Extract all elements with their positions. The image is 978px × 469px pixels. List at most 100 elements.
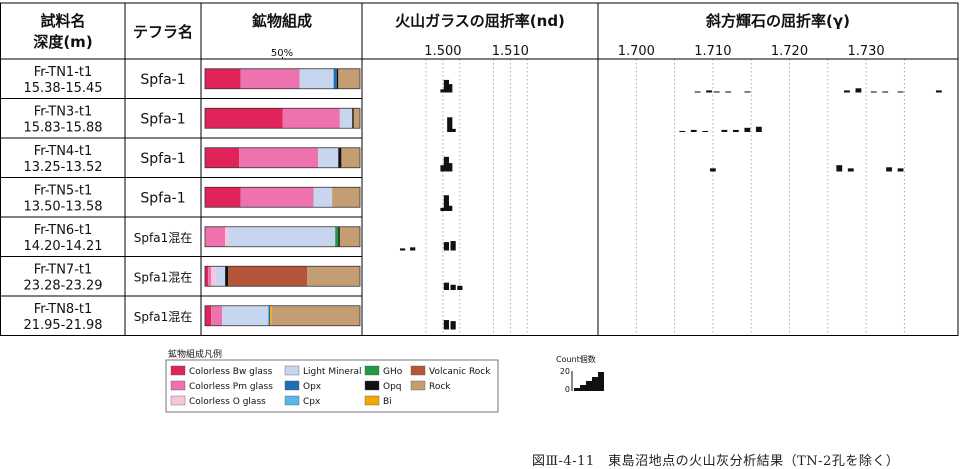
legend-label: Colorless O glass [189,397,266,407]
sample-depth: 15.38-15.45 [23,81,102,96]
header-pyroxene: 斜方輝石の屈折率(γ) [705,12,850,30]
sample-depth: 13.50-13.58 [23,199,102,214]
sample-depth: 13.25-13.52 [23,160,102,175]
count-legend-bar [574,388,580,391]
mineral-bar-outline [204,147,361,169]
pyroxene-histogram-bar [721,129,728,132]
mineral-bar-outline [204,107,361,129]
tephra-name: Spfa-1 [140,190,185,206]
legend-label: Cpx [303,397,321,407]
legend-label: GHo [383,367,403,377]
pyroxene-histogram-bar [886,167,892,172]
mineral-segment [205,108,283,129]
sample-name: Fr-TN7-t1 [34,262,93,277]
pyroxene-histogram-bar [679,130,686,132]
glass-histogram-bar [443,320,449,330]
legend-label: Rock [429,382,451,392]
figure-caption: 図Ⅲ-4-11 東島沼地点の火山灰分析結果（TN-2孔を除く） [532,454,900,469]
pyroxene-histogram-bar [855,88,862,93]
pyroxene-histogram-bar [744,127,751,132]
mineral-tick-50: 50% [271,48,293,59]
pyroxene-histogram-bar [725,91,732,93]
mineral-segment [215,266,226,287]
mineral-segment [228,226,336,247]
legend-label: Opq [383,382,402,392]
glass-histogram-bar [440,207,446,211]
mineral-bar-outline [204,265,361,287]
mineral-segment [313,187,333,208]
mineral-segment [332,187,360,208]
pyroxene-histogram-bar [935,90,942,93]
pyroxene-histogram-bar [694,91,701,93]
count-legend-bar [598,372,604,391]
mineral-bar-outline [204,226,361,248]
mineral-segment [268,305,271,326]
legend-swatch [364,395,380,406]
sample-name: Fr-TN8-t1 [34,302,93,317]
legend-label: Colorless Bw glass [189,367,273,377]
mineral-segment [318,147,339,168]
pyroxene-histogram-bar [836,165,843,172]
mineral-segment [307,266,360,287]
count-legend-bar [592,377,598,391]
sample-depth: 21.95-21.98 [23,318,102,333]
glass-histogram-bar [447,163,453,172]
pyroxene-histogram-bar [897,91,904,93]
mineral-segment [335,226,339,247]
mineral-segment [338,147,342,168]
mineral-segment [205,305,212,326]
sample-depth: 23.28-23.29 [23,278,102,293]
sample-name: Fr-TN6-t1 [34,223,93,238]
count-legend-bar [586,381,592,391]
glass-tick-label: 1.510 [492,44,529,59]
legend-label: Opx [303,382,322,392]
table-frame [0,2,959,336]
sample-depth: 15.83-15.88 [23,120,102,135]
mineral-segment [239,147,319,168]
sample-name: Fr-TN3-t1 [34,104,93,119]
glass-histogram-bar [450,321,456,330]
glass-histogram-bar [440,165,446,172]
tephra-name: Spfa-1 [140,72,185,88]
count-legend-min: 0 [565,385,570,394]
tephra-name: Spfa1混在 [134,231,192,245]
pyroxene-histogram-bar [755,126,762,132]
pyroxene-histogram-bar [706,90,712,93]
pyroxene-histogram-bar [709,168,716,172]
mineral-segment [270,305,272,326]
mineral-bar-outline [204,186,361,208]
sample-name: Fr-TN1-t1 [34,65,93,80]
count-legend-title: Count個数 [556,354,596,364]
header-glass: 火山ガラスの屈折率(nd) [395,12,565,30]
mineral-segment [240,68,300,89]
header-mineral: 鉱物組成 [252,12,312,30]
legend-swatch [410,380,426,391]
mineral-segment [282,108,340,129]
glass-histogram-bar [447,205,453,211]
glass-histogram-bar [443,156,449,172]
mineral-segment [205,226,226,247]
mineral-segment [353,108,360,129]
sample-name: Fr-TN4-t1 [34,144,93,159]
pyroxene-histogram-bar [744,91,751,93]
pyroxene-tick-label: 1.720 [771,44,808,59]
mineral-segment [299,68,334,89]
pyroxene-histogram-bar [713,91,720,93]
legend-swatch [284,380,300,391]
glass-histogram-bar [443,242,449,251]
legend-swatch [170,365,186,376]
glass-histogram-bar [447,84,453,93]
glass-histogram-bar [440,89,446,93]
pyroxene-histogram-bar [732,129,739,132]
glass-histogram-bar [399,248,406,251]
sample-name: Fr-TN5-t1 [34,183,93,198]
count-legend-max: 20 [560,367,570,376]
pyroxene-histogram-bar [844,90,850,93]
legend-label: Bi [383,397,392,407]
legend-label: Colorless Pm glass [189,382,273,392]
legend-swatch [364,380,380,391]
pyroxene-histogram-bar [870,91,877,93]
sample-depth: 14.20-14.21 [23,239,102,254]
mineral-segment [352,108,354,129]
